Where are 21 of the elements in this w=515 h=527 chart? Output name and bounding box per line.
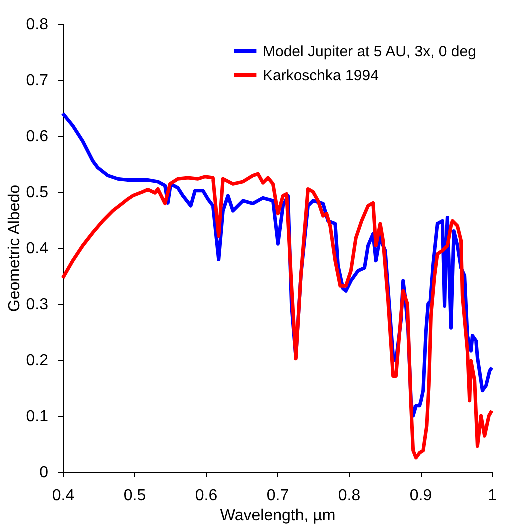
y-tick-label: 0.2 — [26, 352, 49, 370]
x-tick-label: 0.6 — [195, 488, 218, 504]
y-axis-title: Geometric Albedo — [6, 184, 24, 312]
y-tick-label: 0.3 — [26, 296, 49, 314]
y-tick-label: 0.6 — [26, 128, 49, 146]
y-tick-label: 0 — [40, 464, 49, 482]
x-tick-label: 0.7 — [266, 488, 290, 504]
line-series — [61, 172, 494, 460]
x-tick-label: 1 — [488, 488, 498, 504]
x-tick-label: 0.8 — [338, 488, 361, 504]
x-tick-label: 0.4 — [52, 488, 75, 504]
y-tick-label: 0.7 — [26, 72, 49, 90]
y-tick-label: 0.4 — [26, 240, 49, 258]
y-tick-label: 0.5 — [26, 184, 49, 202]
x-tick-label: 0.5 — [124, 488, 146, 504]
legend-label: Karkoschka 1994 — [263, 68, 379, 84]
x-tick-label: 0.9 — [410, 488, 432, 504]
y-tick-label: 0.1 — [26, 408, 49, 426]
x-axis-title: Wavelength, µm — [220, 508, 336, 524]
y-tick-label: 0.8 — [26, 16, 49, 34]
legend-label: Model Jupiter at 5 AU, 3x, 0 deg — [263, 44, 476, 60]
